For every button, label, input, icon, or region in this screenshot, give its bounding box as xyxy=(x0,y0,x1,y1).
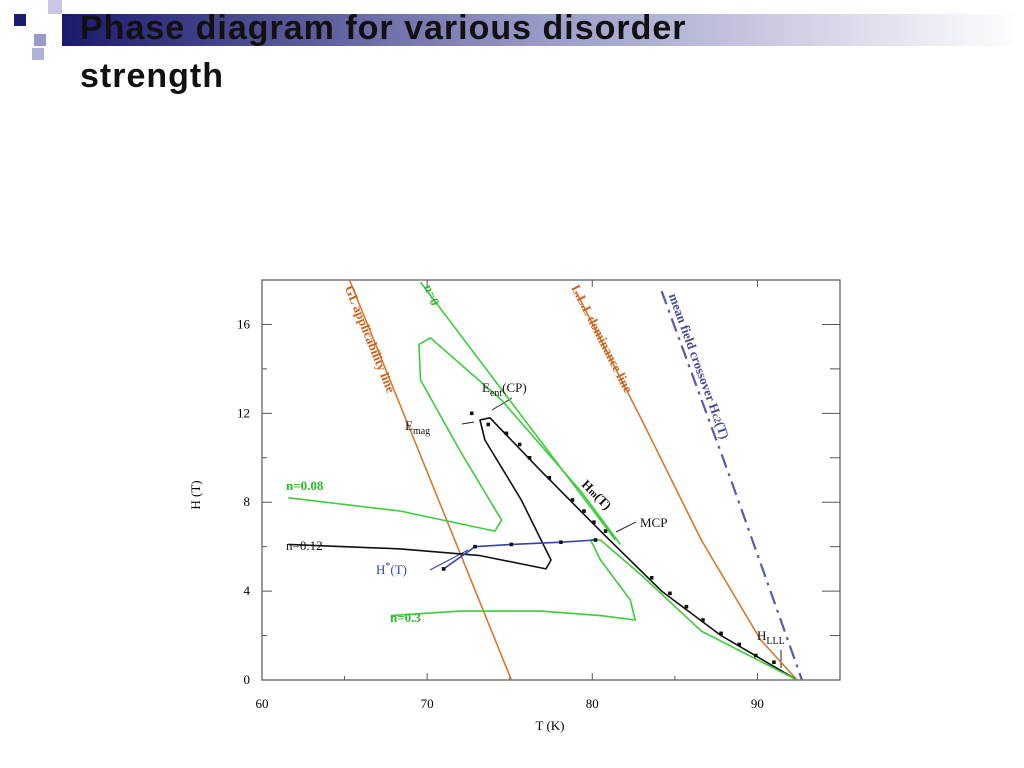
x-tick-label: 90 xyxy=(751,696,764,711)
data-point xyxy=(547,475,552,480)
annotation-text: n=0.12 xyxy=(286,538,323,553)
data-point xyxy=(570,498,575,502)
plot-frame xyxy=(261,279,841,681)
annotation-text: n=0.08 xyxy=(286,478,324,493)
annotation-text: E xyxy=(405,418,413,433)
data-point xyxy=(592,520,596,525)
annotation: n=0.3 xyxy=(390,610,421,625)
data-point xyxy=(737,642,742,647)
data-point xyxy=(486,422,491,427)
x-tick-label: 70 xyxy=(421,696,434,711)
annotation: mean field crossover Hc2(T) xyxy=(665,291,732,441)
annotation: HLLL xyxy=(757,628,785,647)
data-point xyxy=(753,653,758,658)
curve xyxy=(390,539,798,681)
data-point xyxy=(719,631,723,636)
annotation-text: E xyxy=(482,380,490,395)
data-point xyxy=(517,442,522,447)
annotation: MCP xyxy=(640,515,667,530)
data-point xyxy=(593,538,598,542)
arrow xyxy=(615,521,637,533)
deco-square xyxy=(34,34,46,46)
annotation: Eent(CP) xyxy=(482,380,527,399)
annotation-subscript: ent xyxy=(490,388,502,399)
y-tick-label: 8 xyxy=(244,494,251,509)
data-point xyxy=(441,567,446,571)
curve xyxy=(575,290,798,681)
annotation-text: n=0.3 xyxy=(390,610,421,625)
data-point xyxy=(684,604,689,609)
annotation-text: mean field crossover H xyxy=(666,291,724,415)
annotation: L.L.L dominance line xyxy=(569,282,637,395)
annotation-text: MCP xyxy=(640,515,667,530)
annotation-suffix: (T) xyxy=(713,419,733,440)
curve xyxy=(348,279,513,681)
annotation-text: GL applicability line xyxy=(342,283,399,395)
data-point xyxy=(582,509,586,513)
arrows xyxy=(429,397,782,668)
annotation: n=0.08 xyxy=(286,478,324,493)
slide-title: Phase diagram for various disorder stren… xyxy=(80,9,687,95)
deco-square xyxy=(48,0,62,14)
annotation-suffix: (T) xyxy=(390,562,407,577)
y-tick-label: 0 xyxy=(244,672,251,687)
annotation: H*(T) xyxy=(376,561,407,577)
data-point xyxy=(701,618,705,622)
data-point xyxy=(649,575,654,580)
x-tick-label: 60 xyxy=(256,696,269,711)
curve xyxy=(288,337,622,545)
curve xyxy=(660,290,804,681)
data-point xyxy=(772,660,776,665)
data-point xyxy=(509,542,514,547)
deco-square xyxy=(32,48,44,60)
data-point xyxy=(603,529,608,533)
annotation-text: n=0 xyxy=(421,282,443,307)
annotation-subscript: LLL xyxy=(766,636,784,647)
data-point xyxy=(668,591,672,596)
x-axis-label: T (K) xyxy=(535,718,564,733)
annotation-suffix: (CP) xyxy=(502,380,527,395)
annotation-text: L.L.L dominance line xyxy=(569,282,637,395)
data-point xyxy=(473,544,477,549)
deco-square xyxy=(14,14,26,26)
title-bar xyxy=(62,14,1022,46)
annotation-superscript: * xyxy=(385,561,390,572)
annotation: n=0.12 xyxy=(286,538,323,553)
x-tick-label: 80 xyxy=(586,696,599,711)
y-axis-label: H (T) xyxy=(188,480,203,509)
annotation-text: H xyxy=(376,562,385,577)
y-tick-label: 12 xyxy=(237,405,250,420)
annotation-subscript: mag xyxy=(413,426,430,437)
data-point xyxy=(559,540,563,545)
annotation-subscript: c2 xyxy=(709,412,723,425)
annotation: Emag xyxy=(405,418,430,437)
data-point xyxy=(504,431,509,436)
annotation: n=0 xyxy=(421,282,443,307)
y-tick-label: 16 xyxy=(237,316,251,331)
arrow xyxy=(461,421,475,425)
y-tick-label: 4 xyxy=(244,583,251,598)
curve xyxy=(288,417,798,681)
curve xyxy=(419,281,617,541)
annotation: GL applicability line xyxy=(342,283,399,395)
data-point xyxy=(527,455,532,460)
annotation-text: H xyxy=(757,628,766,643)
data-point xyxy=(469,411,474,416)
